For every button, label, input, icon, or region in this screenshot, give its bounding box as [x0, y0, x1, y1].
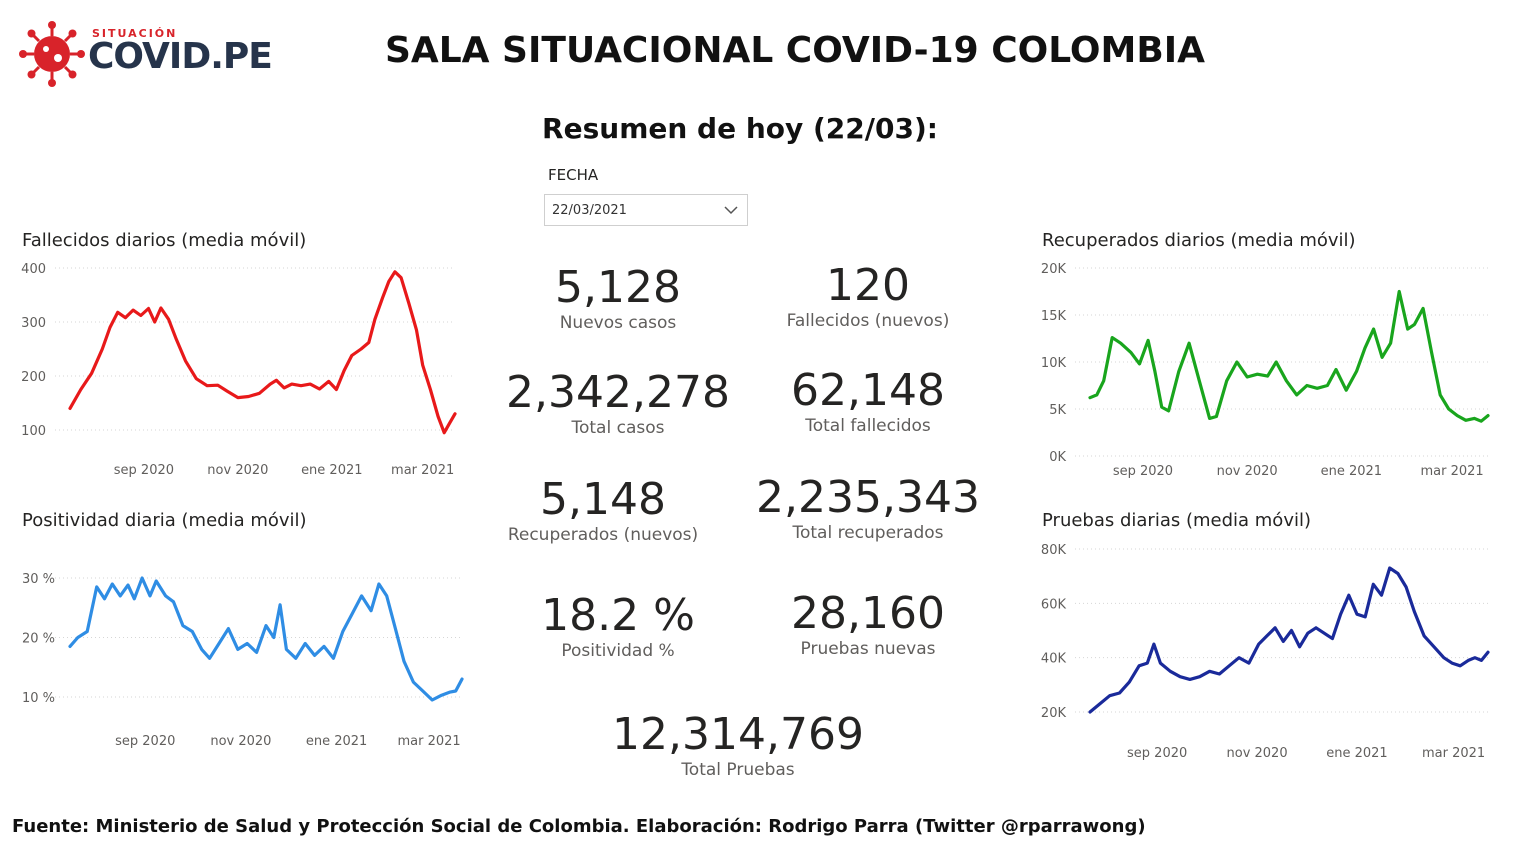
series-line — [1088, 566, 1490, 714]
y-tick-label: 80K — [1041, 543, 1067, 558]
y-tick-label: 400 — [21, 262, 46, 277]
kpi-label: Total recuperados — [792, 523, 944, 543]
kpi-value: 12,314,769 — [612, 709, 864, 760]
kpi-value: 28,160 — [791, 588, 945, 639]
y-tick-label: 60K — [1041, 597, 1067, 612]
y-tick-label: 20 % — [22, 632, 55, 647]
y-tick-label: 300 — [21, 316, 46, 331]
y-tick-label: 15K — [1041, 309, 1067, 324]
kpi-value: 62,148 — [791, 365, 945, 416]
logo-kicker: SITUACIÓN — [92, 27, 178, 40]
covid-virus-logo-icon — [19, 21, 85, 87]
series-line — [1088, 289, 1490, 423]
y-tick-label: 5K — [1049, 403, 1066, 418]
chart-title-fallecidos: Fallecidos diarios (media móvil) — [22, 230, 307, 251]
y-tick-label: 100 — [21, 424, 46, 439]
date-filter-dropdown[interactable]: 22/03/2021 — [544, 194, 748, 226]
logo-name: COVID.PE — [88, 36, 273, 77]
kpi-label: Nuevos casos — [559, 313, 677, 333]
x-tick-label: sep 2020 — [115, 734, 175, 749]
kpi-value: 5,128 — [555, 262, 681, 313]
kpi-label: Positividad % — [561, 641, 675, 661]
kpi-value: 2,342,278 — [506, 367, 730, 418]
page-title: SALA SITUACIONAL COVID-19 COLOMBIA — [384, 30, 1206, 71]
kpi-label: Total casos — [571, 418, 665, 438]
x-tick-label: nov 2020 — [1217, 464, 1278, 479]
kpi-fallecidos-nuevos: 120 Fallecidos (nuevos) — [738, 260, 998, 332]
y-tick-label: 0K — [1049, 450, 1066, 465]
footer-source: Fuente: Ministerio de Salud y Protección… — [12, 816, 1146, 837]
kpi-label: Pruebas nuevas — [800, 639, 936, 659]
y-tick-label: 200 — [21, 370, 46, 385]
x-tick-label: nov 2020 — [1227, 746, 1288, 761]
x-tick-label: mar 2021 — [1421, 464, 1484, 479]
x-tick-label: nov 2020 — [207, 463, 268, 478]
chart-title-positividad: Positividad diaria (media móvil) — [22, 510, 307, 531]
kpi-recuperados-nuevos: 5,148 Recuperados (nuevos) — [473, 474, 733, 546]
x-tick-label: sep 2020 — [114, 463, 174, 478]
date-filter-value: 22/03/2021 — [552, 203, 627, 218]
x-tick-label: sep 2020 — [1127, 746, 1187, 761]
x-tick-label: ene 2021 — [1321, 464, 1382, 479]
summary-title: Resumen de hoy (22/03): — [542, 112, 938, 145]
kpi-total-fallecidos: 62,148 Total fallecidos — [738, 365, 998, 437]
chart-title-recuperados: Recuperados diarios (media móvil) — [1042, 230, 1356, 251]
y-tick-label: 40K — [1041, 652, 1067, 667]
series-line — [68, 270, 457, 435]
kpi-label: Total Pruebas — [681, 760, 795, 780]
kpi-positividad: 18.2 % Positividad % — [488, 590, 748, 662]
x-tick-label: nov 2020 — [210, 734, 271, 749]
x-tick-label: ene 2021 — [306, 734, 367, 749]
kpi-total-recuperados: 2,235,343 Total recuperados — [738, 472, 998, 544]
x-tick-label: mar 2021 — [391, 463, 454, 478]
kpi-value: 2,235,343 — [756, 472, 980, 523]
x-tick-label: ene 2021 — [301, 463, 362, 478]
kpi-total-pruebas: 12,314,769 Total Pruebas — [608, 709, 868, 781]
x-tick-label: mar 2021 — [397, 734, 460, 749]
chevron-down-icon — [724, 206, 738, 215]
y-tick-label: 20K — [1041, 706, 1067, 721]
date-filter-label: FECHA — [548, 166, 599, 184]
x-tick-label: mar 2021 — [1422, 746, 1485, 761]
x-tick-label: sep 2020 — [1113, 464, 1173, 479]
kpi-label: Total fallecidos — [805, 416, 931, 436]
series-line — [68, 576, 464, 702]
kpi-value: 5,148 — [540, 474, 666, 525]
x-tick-label: ene 2021 — [1326, 746, 1387, 761]
kpi-label: Fallecidos (nuevos) — [786, 311, 950, 331]
chart-title-pruebas: Pruebas diarias (media móvil) — [1042, 510, 1311, 531]
kpi-label: Recuperados (nuevos) — [507, 525, 699, 545]
y-tick-label: 10 % — [22, 691, 55, 706]
y-tick-label: 30 % — [22, 572, 55, 587]
kpi-value: 18.2 % — [541, 590, 695, 641]
kpi-total-casos: 2,342,278 Total casos — [488, 367, 748, 439]
y-tick-label: 20K — [1041, 262, 1067, 277]
kpi-nuevos-casos: 5,128 Nuevos casos — [488, 262, 748, 334]
kpi-value: 120 — [826, 260, 910, 311]
kpi-pruebas-nuevas: 28,160 Pruebas nuevas — [738, 588, 998, 660]
y-tick-label: 10K — [1041, 356, 1067, 371]
